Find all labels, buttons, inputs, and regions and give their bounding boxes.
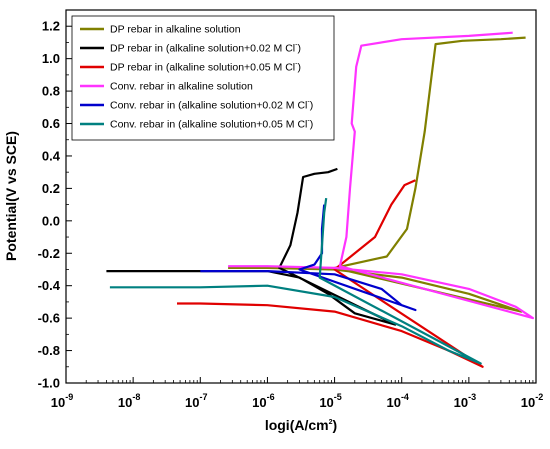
legend-label-1: DP rebar in alkaline solution: [110, 24, 241, 36]
legend-box: [71, 15, 335, 141]
x-tick-label: 10-6: [252, 392, 274, 410]
y-tick-label: -1.0: [38, 376, 60, 391]
y-tick-label: 0.8: [42, 84, 60, 99]
y-tick-label: 1.0: [42, 51, 60, 66]
series-line-6: [109, 197, 482, 365]
y-tick-label: -0.8: [38, 343, 60, 358]
series-line-2: [106, 167, 397, 326]
series-line-4: [228, 31, 534, 320]
y-axis-title: Potential(V vs SCE): [3, 131, 19, 261]
x-tick-label: 10-7: [185, 392, 207, 410]
y-tick-label: 0.4: [42, 148, 61, 163]
x-tick-label: 10-3: [454, 392, 476, 410]
legend: DP rebar in alkaline solution DP rebar in…: [71, 15, 335, 141]
y-axis: -1.0 -0.8 -0.6 -0.4 -0.2 0.0 0.2 0.4 0.6 0.8 1.0 1.…: [38, 19, 72, 391]
y-tick-label: 0.0: [42, 213, 60, 228]
legend-label-4: Conv. rebar in alkaline solution: [110, 81, 253, 93]
y-tick-label: -0.4: [38, 278, 61, 293]
plot-frame: [65, 9, 537, 384]
y-tick-label: -0.6: [38, 311, 60, 326]
y-tick-label: 0.2: [42, 181, 60, 196]
legend-label-3: DP rebar in (alkaline solution+0.05 M Cl…: [110, 61, 301, 74]
y-tick-label: 1.2: [42, 19, 60, 34]
curves-layer: [106, 31, 534, 368]
legend-label-5: Conv. rebar in (alkaline solution+0.02 M…: [110, 99, 313, 112]
x-tick-label: 10-5: [319, 392, 341, 410]
x-tick-label: 10-8: [118, 392, 140, 410]
legend-label-6: Conv. rebar in (alkaline solution+0.05 M…: [110, 118, 313, 131]
y-tick-label: -0.2: [38, 246, 60, 261]
x-axis-title: logi(A/cm2): [265, 417, 337, 433]
legend-label-2: DP rebar in (alkaline solution+0.02 M Cl…: [110, 42, 301, 55]
y-tick-label: 0.6: [42, 116, 60, 131]
x-tick-label: 10-9: [51, 392, 73, 410]
series-line-3: [177, 179, 484, 368]
x-tick-label: 10-2: [521, 392, 543, 410]
x-axis: 10-9 10-8 10-7 10-6 10-5 10-4 10-3 10-2: [51, 377, 543, 410]
x-tick-label: 10-4: [386, 392, 408, 410]
